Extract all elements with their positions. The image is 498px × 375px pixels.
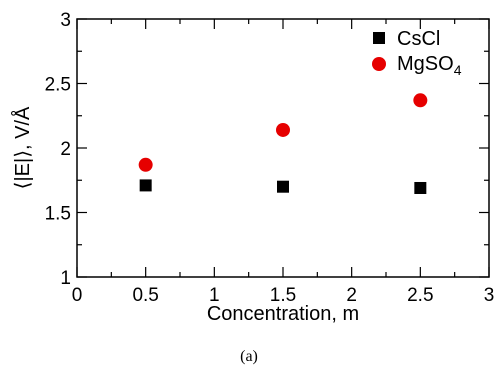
x-tick-label: 1	[209, 285, 220, 306]
legend: CsCl MgSO4	[372, 28, 462, 78]
legend-label-cscl: CsCl	[397, 28, 440, 50]
x-tick-label: 0	[72, 285, 83, 306]
x-tick-labels: 0 0.5 1 1.5 2 2.5 3	[72, 285, 495, 306]
legend-marker-mgso4	[372, 57, 386, 71]
point-cscl	[139, 179, 152, 192]
x-tick-label: 2.5	[407, 285, 433, 306]
x-tick-label: 1.5	[270, 285, 296, 306]
point-mgso4	[138, 157, 153, 172]
y-tick-label: 2	[60, 139, 71, 160]
chart: 0 0.5 1 1.5 2 2.5 3 1 1.5 2 2.5 3 Concentration, m…	[11, 10, 495, 325]
x-axis-title: Concentration, m	[207, 303, 359, 325]
point-mgso4	[413, 93, 428, 108]
y-tick-label: 1	[60, 268, 71, 289]
x-tick-label: 0.5	[132, 285, 158, 306]
svg-text:⟨|E|⟩, V/Å: ⟨|E|⟩, V/Å	[11, 106, 34, 189]
data-points	[138, 93, 428, 194]
y-tick-labels: 1 1.5 2 2.5 3	[45, 10, 71, 289]
legend-marker-cscl	[373, 32, 385, 44]
y-tick-label: 1.5	[45, 204, 71, 225]
point-cscl	[277, 180, 289, 193]
x-tick-label: 2	[346, 285, 357, 306]
y-axis-title: ⟨|E|⟩, V/Å	[11, 106, 34, 189]
axis-ticks	[76, 18, 490, 278]
y-tick-label: 2.5	[45, 75, 71, 96]
legend-label-mgso4: MgSO4	[397, 53, 462, 78]
y-tick-label: 3	[60, 10, 71, 31]
figure-caption: (a)	[240, 348, 258, 365]
point-cscl	[414, 181, 427, 194]
point-mgso4	[276, 122, 290, 137]
x-tick-label: 3	[484, 285, 495, 306]
